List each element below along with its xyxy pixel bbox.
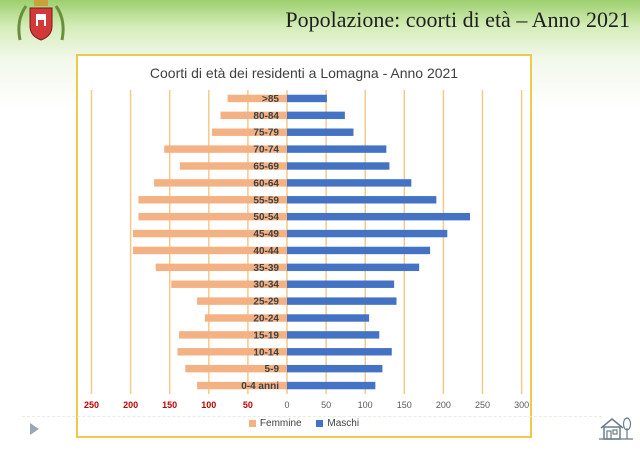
chart-legend: Femmine Maschi bbox=[78, 418, 530, 430]
bar-maschi bbox=[287, 212, 470, 221]
bar-maschi bbox=[287, 263, 420, 272]
legend-swatch-femmine bbox=[248, 420, 256, 427]
bar-maschi bbox=[287, 179, 412, 187]
bar-femmine bbox=[154, 179, 287, 187]
bar-femmine bbox=[177, 348, 287, 356]
play-triangle-icon[interactable] bbox=[30, 423, 39, 435]
bar-femmine bbox=[132, 229, 287, 238]
bar-maschi bbox=[287, 331, 380, 339]
category-label: 10-14 bbox=[253, 347, 279, 358]
x-tick-label-left: 250 bbox=[84, 400, 99, 410]
category-label: 5-9 bbox=[265, 364, 280, 375]
chart-frame: Coorti di età dei residenti a Lomagna - … bbox=[76, 54, 532, 438]
bar-femmine bbox=[155, 263, 287, 272]
x-tick-label-right: 150 bbox=[397, 400, 412, 410]
category-label: 40-44 bbox=[253, 246, 279, 257]
bar-femmine bbox=[211, 128, 287, 136]
bar-femmine bbox=[204, 314, 287, 322]
bar-maschi bbox=[287, 196, 437, 204]
bar-femmine bbox=[197, 297, 287, 305]
house-with-trees-icon[interactable] bbox=[598, 414, 634, 442]
category-label: 70-74 bbox=[253, 145, 279, 156]
bar-femmine bbox=[179, 162, 287, 170]
legend-label-femmine: Femmine bbox=[259, 418, 302, 429]
category-label: 55-59 bbox=[253, 195, 279, 206]
x-tick-label-left: 200 bbox=[123, 400, 138, 410]
bar-femmine bbox=[179, 331, 287, 339]
bar-maschi bbox=[287, 297, 397, 305]
bar-femmine bbox=[220, 111, 287, 120]
bar-maschi bbox=[287, 364, 383, 373]
x-tick-label-right: 50 bbox=[321, 400, 331, 410]
bar-femmine bbox=[185, 364, 287, 373]
population-pyramid-chart: 0-4 anni 5-9 10-14 15-19 20-24 25-29 30-34 35-3… bbox=[84, 90, 529, 410]
x-tick-label-right: 200 bbox=[436, 400, 451, 410]
legend-item-maschi: Maschi bbox=[316, 418, 359, 429]
bar-femmine bbox=[171, 280, 287, 288]
category-label: 15-19 bbox=[253, 330, 279, 341]
bar-maschi bbox=[287, 280, 395, 288]
footer-divider bbox=[22, 416, 602, 417]
x-tick-label-right: 300 bbox=[514, 400, 529, 410]
bar-maschi bbox=[287, 94, 327, 103]
bar-femmine bbox=[138, 196, 287, 204]
bar-femmine bbox=[227, 94, 287, 103]
legend-label-maschi: Maschi bbox=[327, 418, 360, 429]
slide-title: Popolazione: coorti di età – Anno 2021 bbox=[285, 7, 630, 32]
category-label: 60-64 bbox=[253, 178, 279, 189]
legend-item-femmine: Femmine bbox=[248, 418, 302, 429]
bar-maschi bbox=[287, 348, 392, 356]
category-label: 80-84 bbox=[253, 111, 279, 122]
category-label: 20-24 bbox=[253, 314, 279, 325]
bar-femmine bbox=[132, 246, 287, 255]
category-label: 0-4 anni bbox=[241, 381, 279, 392]
bar-maschi bbox=[287, 162, 390, 170]
x-tick-label-right: 250 bbox=[475, 400, 490, 410]
category-label: 45-49 bbox=[253, 229, 279, 240]
category-label: 75-79 bbox=[253, 128, 279, 139]
bar-maschi bbox=[287, 145, 387, 153]
legend-swatch-maschi bbox=[316, 420, 324, 427]
municipal-crest-icon bbox=[17, 0, 65, 41]
category-label: 65-69 bbox=[253, 162, 279, 173]
category-label: 35-39 bbox=[253, 263, 279, 274]
bar-maschi bbox=[287, 246, 431, 255]
bar-maschi bbox=[287, 229, 448, 238]
category-label: 50-54 bbox=[253, 212, 279, 223]
x-tick-label-right: 0 bbox=[284, 400, 289, 410]
x-tick-label-right: 100 bbox=[358, 400, 373, 410]
bar-maschi bbox=[287, 128, 354, 136]
bar-femmine bbox=[138, 212, 287, 221]
chart-title: Coorti di età dei residenti a Lomagna - … bbox=[149, 65, 459, 81]
category-label: 30-34 bbox=[253, 280, 279, 291]
category-label: 25-29 bbox=[253, 297, 279, 308]
x-tick-label-left: 100 bbox=[201, 400, 216, 410]
bar-maschi bbox=[287, 381, 376, 390]
bar-maschi bbox=[287, 314, 370, 322]
bar-maschi bbox=[287, 111, 345, 120]
category-label: >85 bbox=[262, 94, 279, 105]
bar-femmine bbox=[197, 381, 287, 390]
x-tick-label-left: 50 bbox=[243, 400, 253, 410]
bar-femmine bbox=[164, 145, 287, 153]
x-tick-label-left: 150 bbox=[162, 400, 177, 410]
